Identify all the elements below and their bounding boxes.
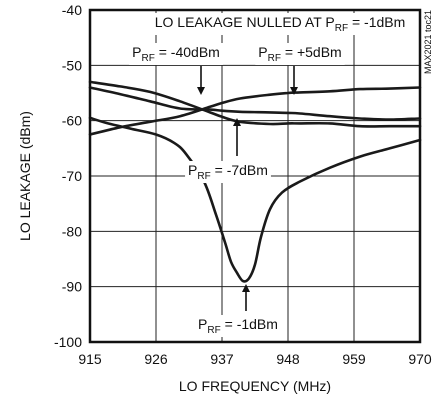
label-prf-minus40-sub: RF [142,53,155,64]
x-tick-label: 970 [408,351,432,367]
tick-labels: 915 926 937 948 959 970 -40 -50 -60 -70 -80 -90 -100 [54,2,432,367]
label-prf-plus5-main: P [258,44,267,60]
label-prf-plus5-sub: RF [268,53,281,64]
label-prf-minus1: PRF = -1dBm [195,315,281,337]
y-tick-label: -80 [62,223,82,239]
x-tick-label: 948 [276,351,300,367]
y-tick-label: -50 [62,57,82,73]
figure-id-note: MAX2021 toc21 [423,10,433,74]
label-prf-minus7-tail: = -7dBm [211,162,268,178]
arrow-prf-plus5 [290,66,298,95]
y-tick-label: -40 [62,2,82,18]
x-axis-title: LO FREQUENCY (MHz) [179,378,331,394]
arrow-prf-minus7-head [233,118,241,126]
y-tick-label: -70 [62,168,82,184]
label-prf-minus40: PRF = -40dBm [129,43,223,65]
svg-text:PRF = -40dBm: PRF = -40dBm [132,44,220,64]
header-tail-text: = -1dBm [348,14,405,30]
series-line-0 [88,80,422,128]
x-tick-label: 937 [210,351,234,367]
label-prf-minus7: PRF = -7dBm [185,161,271,183]
arrow-prf-minus40 [197,66,205,95]
arrow-prf-minus1-head [242,284,250,292]
svg-text:PRF = +5dBm: PRF = +5dBm [258,44,341,64]
label-prf-minus1-tail: = -1dBm [221,316,278,332]
y-axis-title: LO LEAKAGE (dBm) [17,111,33,241]
y-tick-label: -90 [62,279,82,295]
series-line-2 [88,86,422,121]
x-tick-label: 926 [144,351,168,367]
label-prf-minus7-sub: RF [197,171,210,182]
header-main-text: LO LEAKAGE NULLED AT P [155,14,335,30]
svg-text:PRF = -7dBm: PRF = -7dBm [188,162,268,182]
annotation-arrows [197,66,298,311]
svg-text:LO LEAKAGE NULLED AT PRF = -1d: LO LEAKAGE NULLED AT PRF = -1dBm [155,14,406,34]
nulled-condition-annotation: LO LEAKAGE NULLED AT PRF = -1dBm [151,13,409,35]
series-curves [88,80,422,283]
label-prf-minus40-tail: = -40dBm [155,44,220,60]
label-prf-plus5-tail: = +5dBm [281,44,342,60]
arrow-prf-minus1 [242,284,250,311]
plot-frame [88,8,422,344]
y-tick-label: -60 [62,113,82,129]
y-tick-label: -100 [54,334,82,350]
x-tick-label: 959 [342,351,366,367]
arrow-prf-minus40-head [197,87,205,95]
series-line-3 [88,116,422,283]
label-prf-plus5: PRF = +5dBm [255,43,345,65]
label-prf-minus1-sub: RF [207,325,220,336]
label-prf-minus7-main: P [188,162,197,178]
label-prf-minus40-main: P [132,44,141,60]
series-line-1 [88,86,422,136]
x-tick-label: 915 [78,351,102,367]
grid [90,10,420,342]
arrow-prf-minus7 [233,118,241,156]
arrow-prf-plus5-head [290,87,298,95]
label-prf-minus1-main: P [198,316,207,332]
header-subscript: RF [335,23,348,34]
svg-text:PRF = -1dBm: PRF = -1dBm [198,316,278,336]
